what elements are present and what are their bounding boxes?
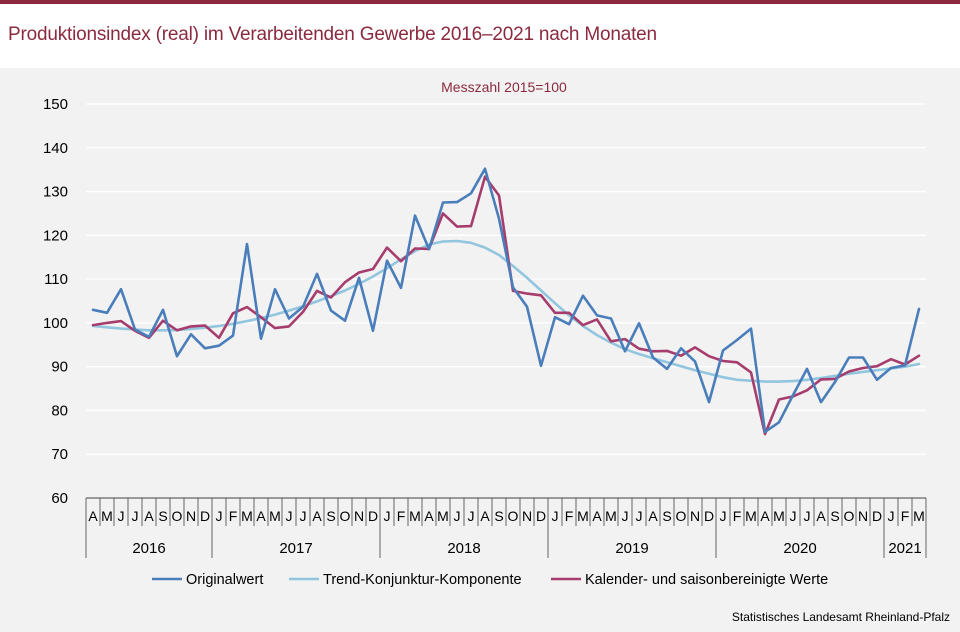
y-tick-label: 100	[43, 315, 68, 332]
x-tick-label: J	[552, 508, 559, 524]
y-tick-label: 130	[43, 184, 68, 201]
x-tick-label: F	[733, 508, 742, 524]
x-tick-label: S	[830, 508, 839, 524]
x-tick-label: J	[888, 508, 895, 524]
legend-label: Originalwert	[186, 572, 263, 588]
y-tick-label: 70	[51, 446, 68, 463]
y-tick-label: 120	[43, 227, 68, 244]
x-tick-label: D	[536, 508, 546, 524]
x-tick-label: J	[454, 508, 461, 524]
gridlines	[86, 103, 926, 499]
x-tick-label: J	[804, 508, 811, 524]
x-tick-label: M	[409, 508, 421, 524]
y-tick-label: 80	[51, 402, 68, 419]
x-tick-label: S	[326, 508, 335, 524]
x-tick-label: J	[132, 508, 139, 524]
x-tick-label: S	[494, 508, 503, 524]
x-tick-label: O	[844, 508, 855, 524]
y-tick-label: 90	[51, 359, 68, 376]
x-tick-label: A	[648, 508, 658, 524]
legend: Originalwert Trend-Konjunktur-Komponente K…	[152, 572, 828, 588]
legend-label: Trend-Konjunktur-Komponente	[323, 572, 522, 588]
x-tick-label: A	[816, 508, 826, 524]
top-accent-bar	[0, 0, 960, 4]
x-tick-label: F	[901, 508, 910, 524]
x-tick-label: O	[508, 508, 519, 524]
y-tick-label: 150	[43, 96, 68, 113]
x-tick-label: J	[286, 508, 293, 524]
year-label: 2016	[132, 540, 165, 557]
y-tick-label: 110	[44, 271, 68, 288]
x-tick-label: N	[186, 508, 196, 524]
chart-subtitle: Messzahl 2015=100	[441, 79, 567, 95]
x-tick-label: A	[144, 508, 154, 524]
x-tick-label: A	[88, 508, 98, 524]
source-note: Statistisches Landesamt Rheinland-Pfalz	[731, 610, 950, 624]
y-tick-label: 60	[51, 490, 68, 507]
x-tick-label: M	[745, 508, 757, 524]
x-tick-label: A	[256, 508, 266, 524]
x-tick-label: O	[340, 508, 351, 524]
x-tick-label: M	[913, 508, 925, 524]
x-tick-label: J	[216, 508, 223, 524]
x-tick-label: J	[636, 508, 643, 524]
x-tick-label: J	[622, 508, 629, 524]
x-tick-label: N	[858, 508, 868, 524]
x-tick-label: O	[676, 508, 687, 524]
series-line	[91, 239, 921, 383]
x-tick-label: M	[577, 508, 589, 524]
x-tick-label: O	[172, 508, 183, 524]
x-tick-label: J	[300, 508, 307, 524]
y-tick-label: 140	[43, 140, 68, 157]
x-tick-label: A	[480, 508, 490, 524]
x-tick-label: F	[397, 508, 406, 524]
x-tick-label: M	[241, 508, 253, 524]
x-tick-label: M	[773, 508, 785, 524]
x-tick-label: D	[872, 508, 882, 524]
series-line	[91, 167, 921, 434]
x-tick-label: S	[158, 508, 167, 524]
chart-panel: 60 70 80 90 100 110 120 130 140 150 A M J J A S O N D J F M A M…	[0, 68, 960, 632]
series-lines	[91, 167, 921, 436]
year-label: 2018	[447, 540, 480, 557]
year-label: 2021	[888, 540, 921, 557]
x-tick-label: M	[605, 508, 617, 524]
year-label: 2020	[783, 540, 816, 557]
axes	[85, 497, 927, 558]
x-tick-label: A	[424, 508, 434, 524]
x-tick-label: A	[760, 508, 770, 524]
x-tick-label: D	[704, 508, 714, 524]
year-label: 2017	[279, 540, 312, 557]
x-tick-label: A	[592, 508, 602, 524]
x-tick-label: F	[565, 508, 574, 524]
x-tick-label: M	[437, 508, 449, 524]
chart-title: Produktionsindex (real) im Verarbeitende…	[8, 24, 657, 45]
legend-label: Kalender- und saisonbereinigte Werte	[585, 572, 828, 588]
x-tick-label: N	[354, 508, 364, 524]
x-tick-label: N	[690, 508, 700, 524]
x-tick-label: D	[200, 508, 210, 524]
x-tick-label: A	[312, 508, 322, 524]
year-label: 2019	[615, 540, 648, 557]
x-tick-label: F	[229, 508, 238, 524]
series-line	[91, 175, 921, 436]
x-tick-label: J	[720, 508, 727, 524]
x-tick-label: S	[662, 508, 671, 524]
x-tick-label: D	[368, 508, 378, 524]
x-tick-label: M	[269, 508, 281, 524]
x-tick-label: J	[384, 508, 391, 524]
x-tick-label: J	[790, 508, 797, 524]
x-tick-label: M	[101, 508, 113, 524]
x-tick-label: J	[118, 508, 125, 524]
x-tick-label: N	[522, 508, 532, 524]
x-tick-label: J	[468, 508, 475, 524]
